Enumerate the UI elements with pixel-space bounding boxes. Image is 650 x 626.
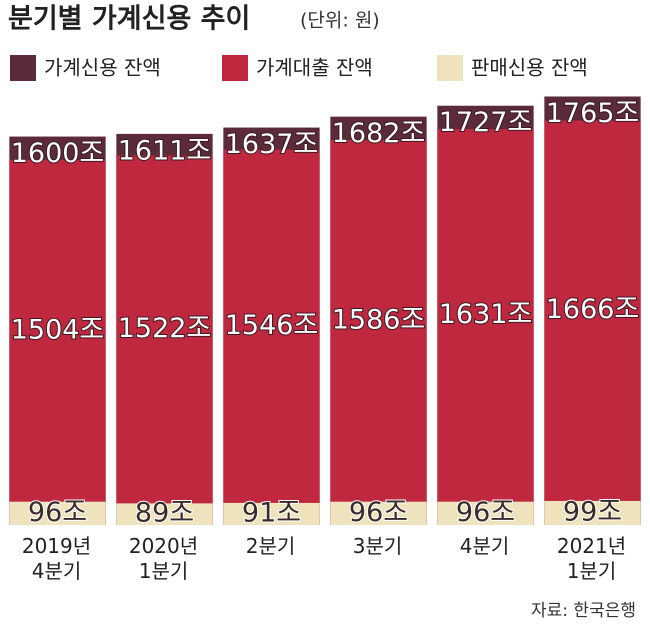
bar: [330, 139, 427, 525]
chart-subtitle: (단위: 원): [300, 10, 380, 32]
value-label: 1682조: [332, 118, 426, 149]
legend-label: 가계신용 잔액: [44, 56, 161, 80]
value-label: 1611조: [118, 135, 212, 166]
source: 자료: 한국은행: [531, 601, 636, 621]
bar: [330, 501, 427, 525]
bar: [437, 501, 534, 525]
value-label: 99조: [563, 496, 622, 527]
x-tick-label: 2분기: [245, 534, 296, 558]
value-label: 1666조: [546, 294, 640, 325]
value-label: 89조: [135, 498, 194, 529]
value-label: 1600조: [11, 138, 105, 169]
legend-label: 판매신용 잔액: [471, 56, 588, 80]
x-tick-label: 4분기: [459, 534, 510, 558]
value-label: 1546조: [225, 310, 319, 341]
legend-swatch: [222, 55, 248, 81]
bar: [544, 500, 641, 525]
x-tick-label: 3분기: [352, 534, 403, 558]
bar: [223, 149, 320, 525]
chart-title: 분기별 가계신용 추이: [8, 4, 250, 35]
bar: [116, 155, 213, 525]
bar: [223, 502, 320, 525]
value-label: 96조: [349, 497, 408, 528]
bar: [544, 120, 641, 525]
value-label: 91조: [242, 497, 301, 528]
value-label: 1504조: [11, 314, 105, 345]
value-label: 1765조: [546, 98, 640, 129]
legend-swatch: [10, 55, 36, 81]
value-label: 96조: [28, 497, 87, 528]
bar: [116, 503, 213, 525]
bar: [9, 159, 106, 525]
bar: [437, 129, 534, 525]
value-label: 1637조: [225, 129, 319, 160]
bar: [9, 501, 106, 525]
legend-label: 가계대출 잔액: [256, 56, 373, 80]
legend-swatch: [437, 55, 463, 81]
value-label: 1522조: [118, 313, 212, 344]
x-tick-label: 2021년 1분기: [556, 534, 627, 583]
x-tick-label: 2019년 4분기: [21, 534, 92, 583]
value-label: 1586조: [332, 304, 426, 335]
value-label: 1727조: [439, 107, 533, 138]
value-label: 96조: [456, 497, 515, 528]
value-label: 1631조: [439, 299, 533, 330]
x-tick-label: 2020년 1분기: [128, 534, 199, 583]
